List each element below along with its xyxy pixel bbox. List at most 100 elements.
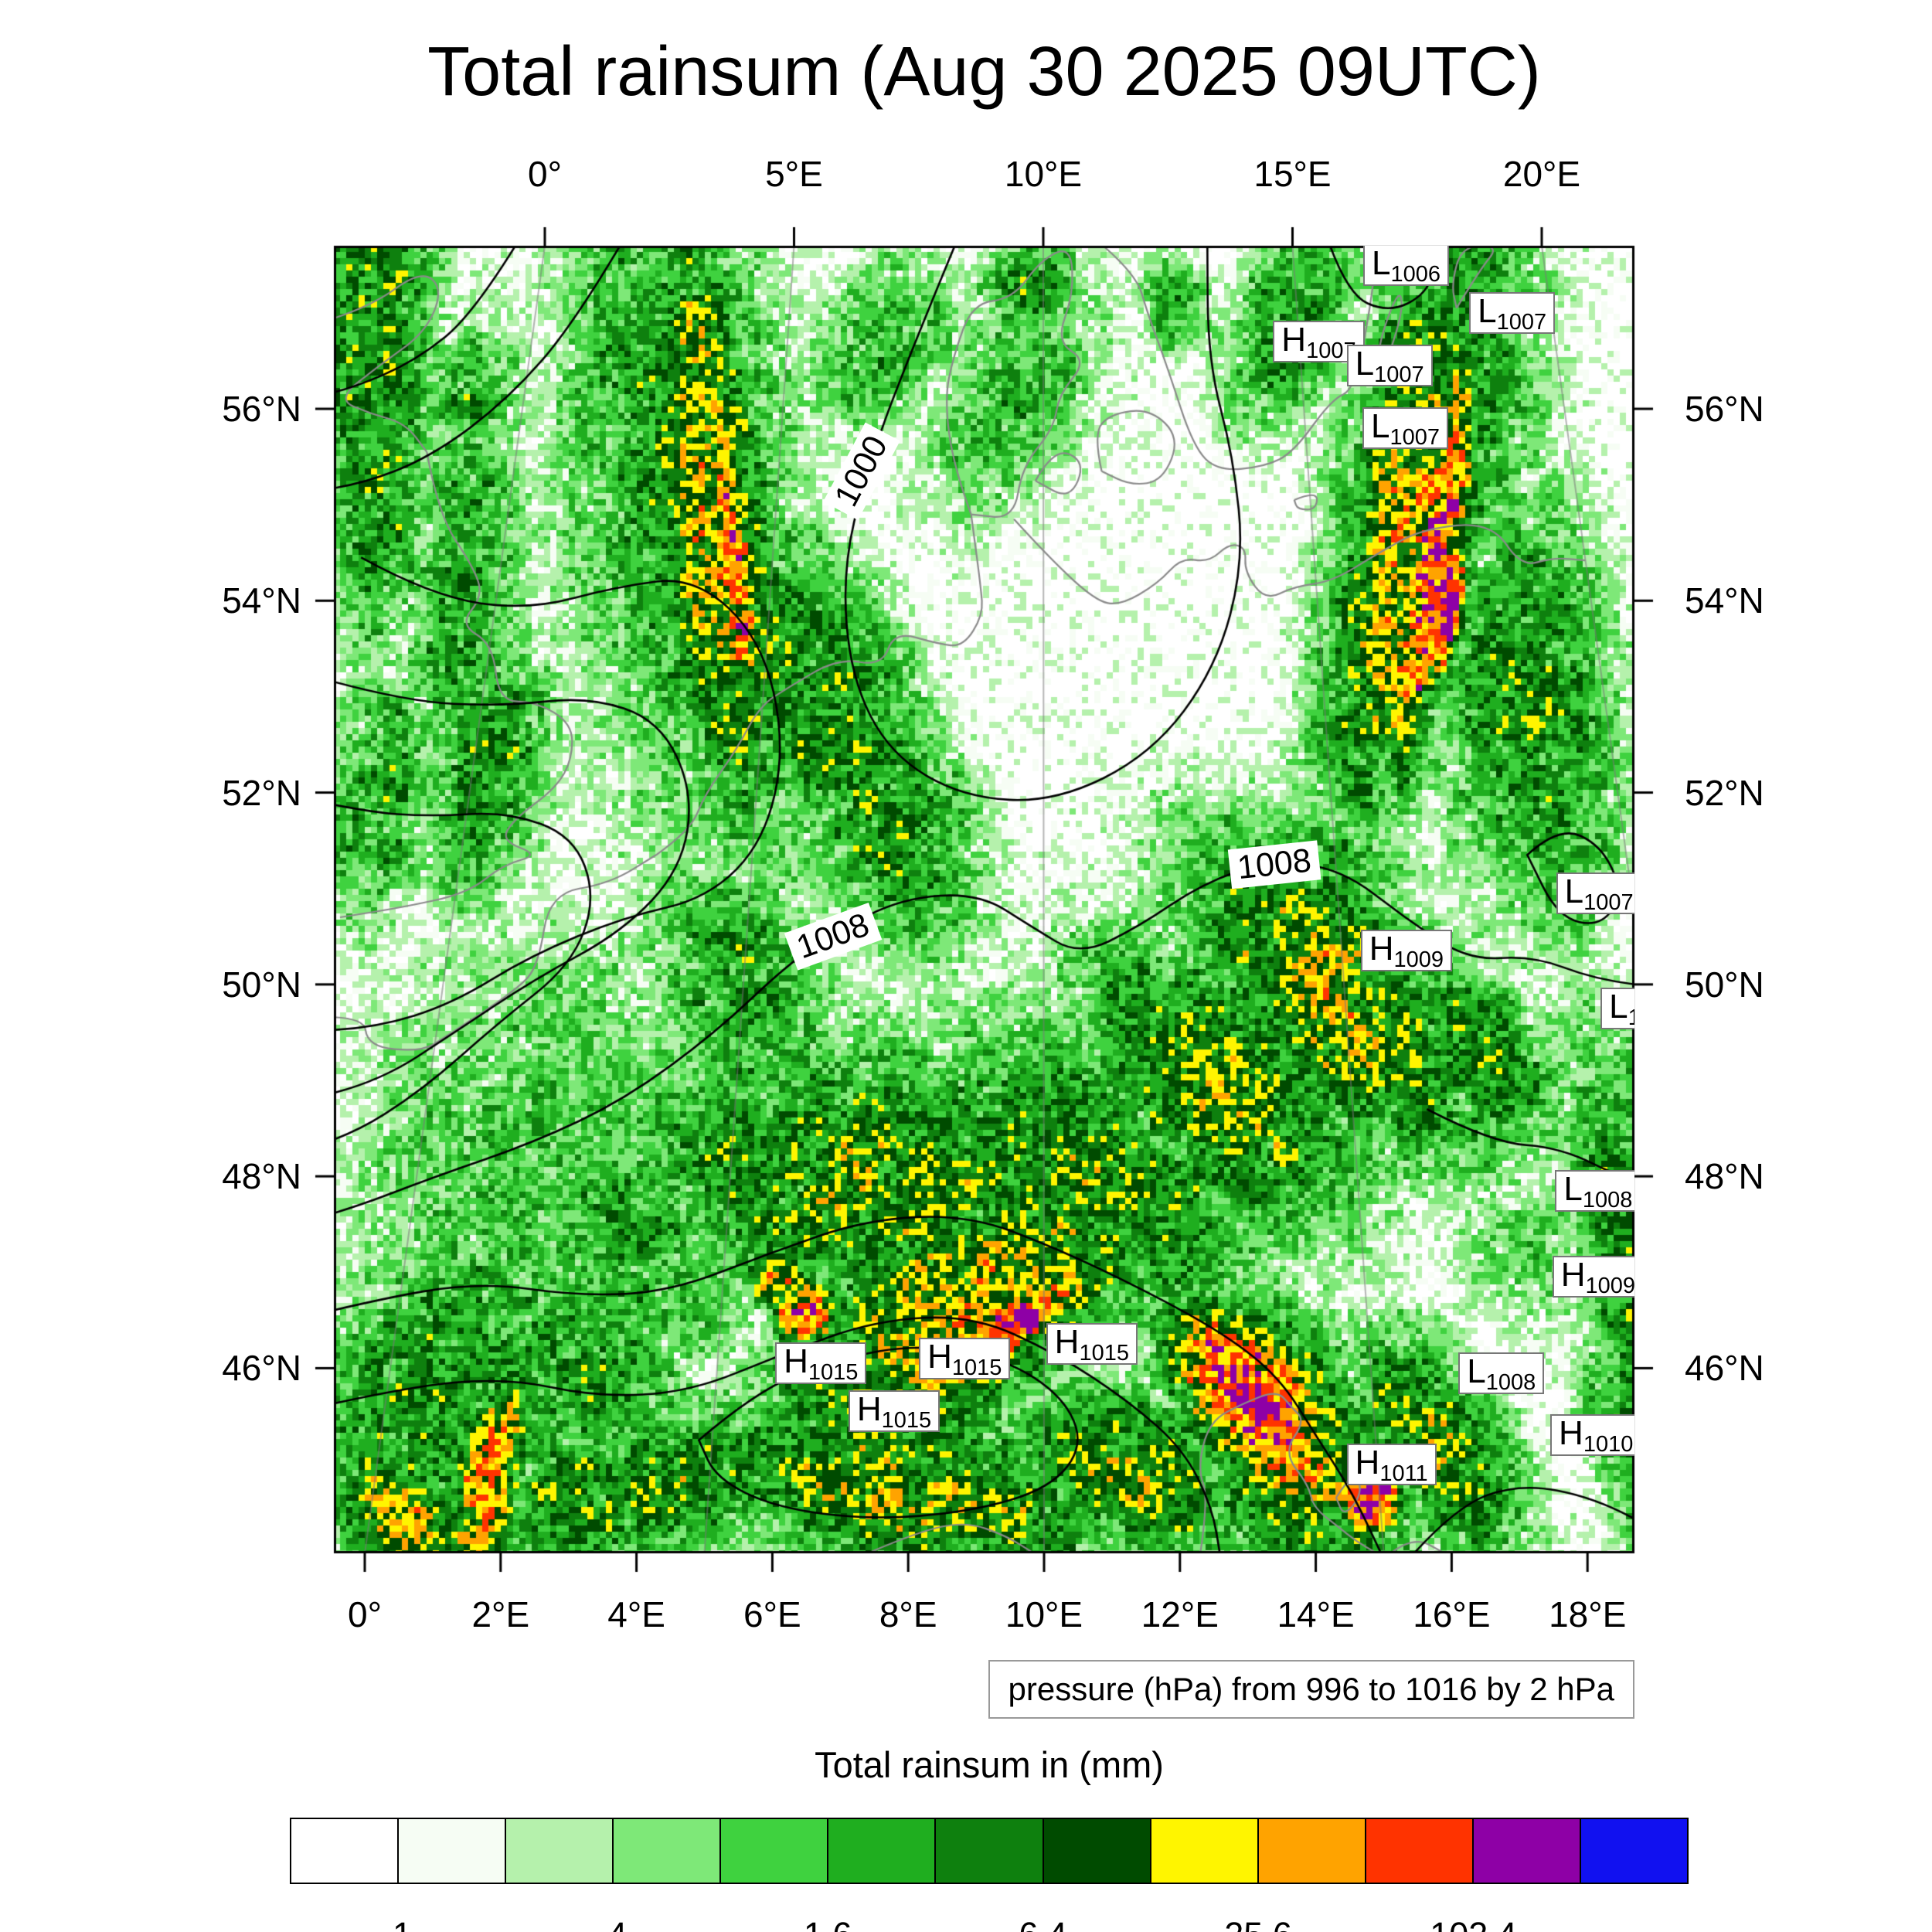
colorbar-tick-label: 6.4 bbox=[1019, 1915, 1067, 1932]
axis-tick-label-left: 54°N bbox=[222, 580, 301, 621]
pressure-caption: pressure (hPa) from 996 to 1016 by 2 hPa bbox=[988, 1660, 1634, 1719]
colorbar bbox=[290, 1818, 1689, 1884]
axis-tick-label-left: 48°N bbox=[222, 1156, 301, 1197]
marker-letter: H bbox=[1369, 930, 1394, 968]
pressure-marker: L1007 bbox=[1346, 345, 1433, 388]
marker-letter: H bbox=[1281, 321, 1307, 359]
marker-letter: L bbox=[1371, 406, 1390, 445]
axis-tick-label-left: 52°N bbox=[222, 772, 301, 813]
chart-title: Total rainsum (Aug 30 2025 09UTC) bbox=[427, 33, 1541, 111]
marker-value: 1011 bbox=[1379, 1461, 1428, 1486]
axis-tick-label-top: 5°E bbox=[765, 154, 823, 194]
colorbar-cell bbox=[1364, 1818, 1474, 1884]
pressure-marker: L1007 bbox=[1362, 406, 1449, 450]
axis-tick-label-bottom: 6°E bbox=[743, 1594, 801, 1634]
map-plot-area: L1006 L1007 H1007 L1007 L1007 L1007 H1009 L1 L10… bbox=[334, 246, 1634, 1553]
marker-letter: L bbox=[1371, 246, 1391, 282]
pressure-marker: H1009 bbox=[1552, 1256, 1635, 1299]
marker-letter: H bbox=[927, 1338, 952, 1376]
colorbar-cell bbox=[397, 1818, 507, 1884]
axis-tick-label-bottom: 18°E bbox=[1549, 1594, 1627, 1634]
colorbar-cell bbox=[1042, 1818, 1151, 1884]
marker-value: 1010 bbox=[1583, 1432, 1634, 1458]
legend-title: Total rainsum in (mm) bbox=[815, 1744, 1164, 1785]
axis-tick-label-top: 15°E bbox=[1253, 154, 1332, 194]
marker-value: 1008 bbox=[1582, 1187, 1633, 1213]
axis-tick-label-top: 0° bbox=[528, 154, 562, 194]
axis-tick-label-bottom: 16°E bbox=[1413, 1594, 1491, 1634]
marker-letter: L bbox=[1355, 345, 1375, 383]
pressure-marker: L1006 bbox=[1362, 246, 1449, 287]
marker-letter: L bbox=[1467, 1352, 1486, 1390]
marker-value: 1007 bbox=[1374, 362, 1424, 388]
colorbar-cell bbox=[1257, 1818, 1366, 1884]
marker-letter: H bbox=[1559, 1414, 1583, 1453]
pressure-marker: H1015 bbox=[1046, 1323, 1138, 1366]
marker-value: 1015 bbox=[881, 1408, 932, 1434]
marker-letter: H bbox=[784, 1342, 808, 1381]
contour-label: 1008 bbox=[784, 902, 882, 971]
marker-value: 1 bbox=[1628, 1005, 1634, 1030]
pressure-marker: L1007 bbox=[1556, 872, 1634, 914]
colorbar-cell bbox=[1471, 1818, 1581, 1884]
pressure-marker: H1011 bbox=[1346, 1443, 1437, 1486]
pressure-marker: H1015 bbox=[775, 1342, 867, 1386]
axis-tick-label-bottom: 0° bbox=[348, 1594, 382, 1634]
pressure-marker: H1009 bbox=[1360, 930, 1452, 973]
marker-value: 1015 bbox=[808, 1360, 859, 1386]
marker-letter: L bbox=[1478, 291, 1497, 330]
marker-letter: L bbox=[1563, 1169, 1583, 1208]
colorbar-cell bbox=[612, 1818, 722, 1884]
colorbar-cell bbox=[1579, 1818, 1689, 1884]
marker-value: 1007 bbox=[1496, 309, 1547, 335]
axis-tick-label-right: 56°N bbox=[1685, 389, 1764, 430]
pressure-marker: L1008 bbox=[1458, 1352, 1545, 1395]
marker-value: 1009 bbox=[1585, 1274, 1635, 1299]
axis-tick-label-bottom: 12°E bbox=[1141, 1594, 1219, 1634]
axis-tick-label-top: 10°E bbox=[1004, 154, 1083, 194]
pressure-marker: H1015 bbox=[848, 1390, 940, 1434]
marker-letter: H bbox=[856, 1390, 882, 1429]
pressure-marker: L1 bbox=[1600, 987, 1634, 1030]
pressure-marker: L1008 bbox=[1555, 1169, 1634, 1213]
pressure-marker: L1007 bbox=[1469, 291, 1556, 335]
colorbar-tick-label: .4 bbox=[598, 1915, 628, 1932]
colorbar-tick-label: .1 bbox=[383, 1915, 412, 1932]
colorbar-cell bbox=[827, 1818, 937, 1884]
contour-label: 1008 bbox=[1227, 840, 1321, 889]
pressure-marker: H1015 bbox=[919, 1338, 1011, 1380]
marker-letter: L bbox=[1564, 872, 1584, 910]
axis-tick-label-bottom: 14°E bbox=[1277, 1594, 1355, 1634]
marker-value: 1008 bbox=[1485, 1369, 1536, 1395]
marker-value: 1007 bbox=[1583, 889, 1634, 915]
axis-tick-label-right: 54°N bbox=[1685, 580, 1764, 621]
axis-tick-label-left: 56°N bbox=[222, 389, 301, 430]
axis-tick-label-left: 46°N bbox=[222, 1348, 301, 1389]
axis-tick-label-bottom: 4°E bbox=[607, 1594, 665, 1634]
pressure-marker: H1010 bbox=[1550, 1414, 1634, 1458]
axis-tick-label-left: 50°N bbox=[222, 964, 301, 1005]
marker-letter: H bbox=[1560, 1256, 1586, 1294]
colorbar-tick-label: 102.4 bbox=[1430, 1915, 1517, 1932]
colorbar-tick-label: 1.6 bbox=[804, 1915, 852, 1932]
axis-tick-label-right: 52°N bbox=[1685, 772, 1764, 813]
marker-value: 1015 bbox=[951, 1355, 1002, 1380]
colorbar-tick-label: 25.6 bbox=[1224, 1915, 1292, 1932]
colorbar-cell bbox=[719, 1818, 829, 1884]
marker-letter: H bbox=[1355, 1443, 1380, 1481]
axis-tick-label-right: 46°N bbox=[1685, 1348, 1764, 1389]
axis-tick-label-top: 20°E bbox=[1502, 154, 1581, 194]
marker-value: 1007 bbox=[1389, 424, 1440, 450]
marker-value: 1006 bbox=[1390, 261, 1440, 287]
marker-letter: H bbox=[1054, 1323, 1080, 1362]
colorbar-cell bbox=[290, 1818, 400, 1884]
axis-tick-label-right: 50°N bbox=[1685, 964, 1764, 1005]
marker-value: 1009 bbox=[1393, 947, 1444, 973]
axis-tick-label-bottom: 10°E bbox=[1005, 1594, 1083, 1634]
axis-tick-label-right: 48°N bbox=[1685, 1156, 1764, 1197]
colorbar-cell bbox=[1149, 1818, 1259, 1884]
colorbar-cell bbox=[934, 1818, 1044, 1884]
contour-label: 1000 bbox=[823, 422, 900, 520]
